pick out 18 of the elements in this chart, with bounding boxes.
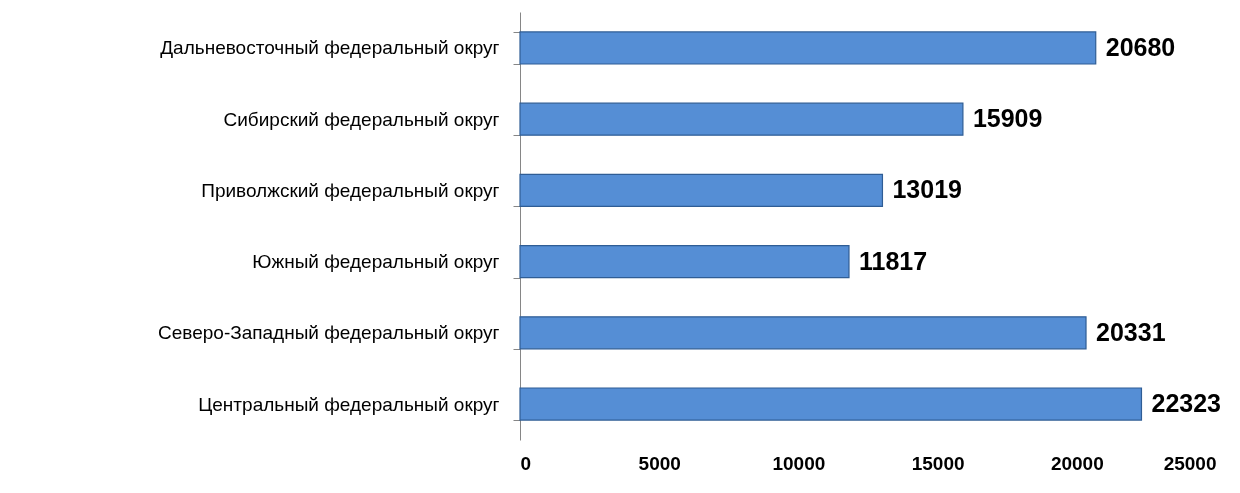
x-tick-label: 15000 <box>911 452 965 474</box>
data-label: 13019 <box>892 175 962 204</box>
data-label: 11817 <box>858 246 928 275</box>
y-tick-label: Центральный федеральный округ <box>198 393 500 415</box>
data-label: 22323 <box>1151 389 1221 418</box>
data-label: 20331 <box>1096 317 1166 346</box>
x-tick-label: 25000 <box>1163 452 1217 474</box>
data-label: 20680 <box>1105 32 1176 61</box>
x-tick-label: 5000 <box>638 452 681 474</box>
y-tick-label: Дальневосточный федеральный округ <box>160 37 500 59</box>
x-tick-label: 10000 <box>772 452 826 474</box>
y-tick-label: Приволжский федеральный округ <box>201 179 500 201</box>
x-tick-label: 0 <box>520 452 532 474</box>
x-tick-label: 20000 <box>1050 452 1104 474</box>
y-tick-label: Сибирский федеральный округ <box>223 108 500 130</box>
y-tick-label: Южный федеральный округ <box>252 251 500 273</box>
y-tick-label: Северо-Западный федеральный округ <box>158 322 500 344</box>
data-label: 15909 <box>972 104 1043 133</box>
